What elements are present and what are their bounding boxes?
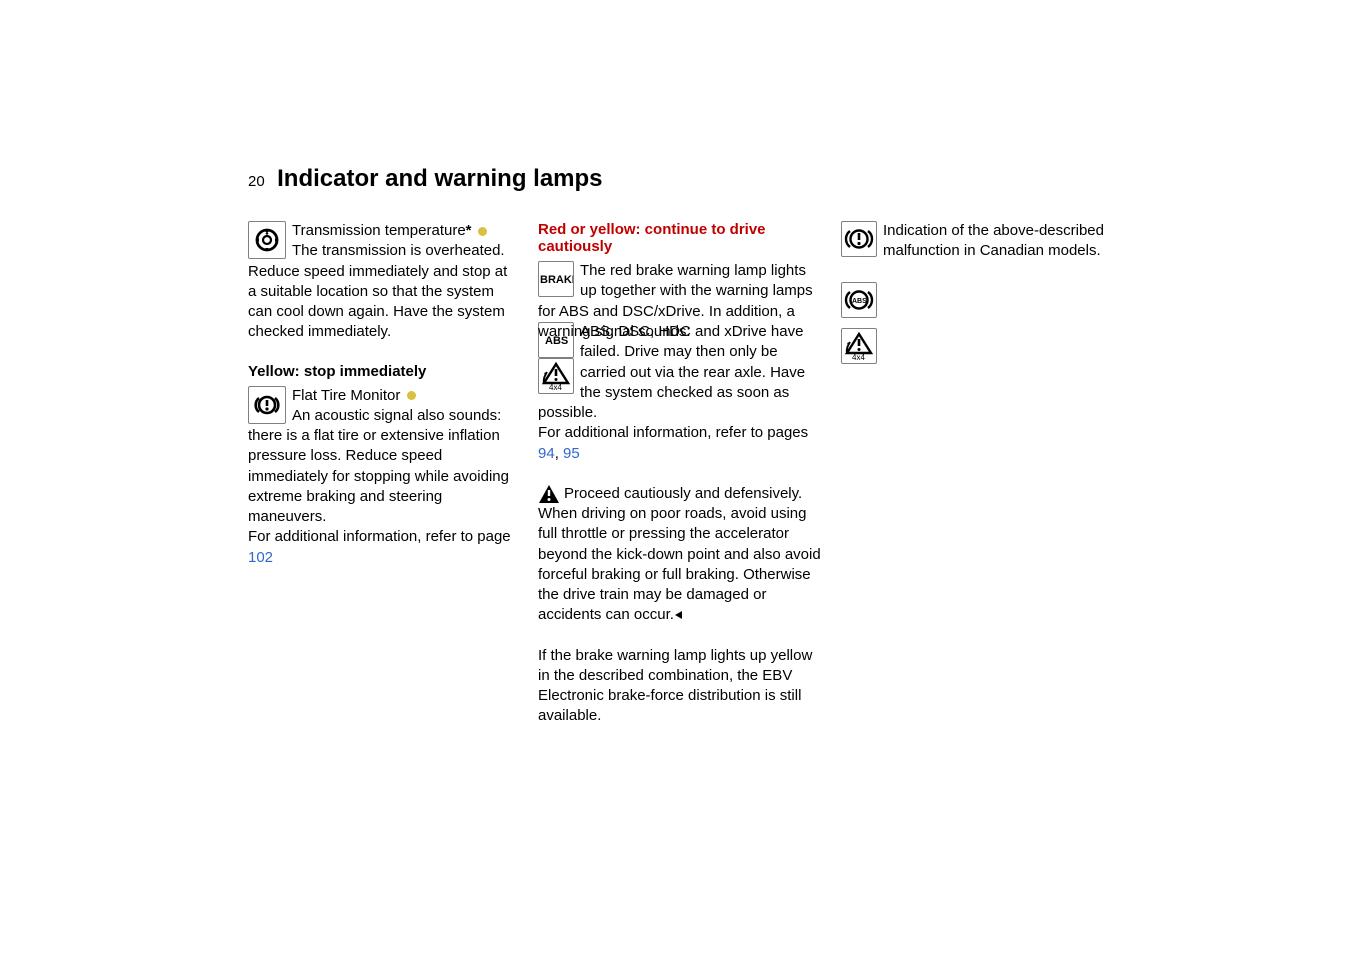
svg-text:ABS: ABS	[852, 298, 867, 305]
page-number: 20	[248, 173, 265, 190]
canadian-text: Indication of the above-described malfun…	[841, 221, 1121, 262]
brake-ref: For additional information, refer to pag…	[538, 423, 821, 464]
dot-yellow-icon	[407, 391, 416, 400]
column-2: Red or yellow: continue to drive cautiou…	[538, 221, 821, 747]
trans-temp-icon	[248, 221, 286, 259]
dot-yellow-icon	[478, 227, 487, 236]
trans-body: The transmission is overheated. Reduce s…	[248, 242, 507, 340]
end-marker-icon	[674, 610, 684, 620]
yellow-heading: Yellow: stop immediately	[248, 363, 518, 380]
ftm-line1: Flat Tire Monitor	[292, 387, 400, 404]
transmission-block: Transmission temperature* The transmissi…	[248, 221, 518, 343]
canadian-block: Indication of the above-described malfun…	[841, 221, 1121, 262]
svg-text:BRAKE: BRAKE	[540, 274, 573, 286]
brake-word-icon: BRAKE	[538, 261, 574, 297]
column-3: Indication of the above-described malfun…	[841, 221, 1121, 747]
caution-body: Proceed cautiously and defensively. When…	[538, 485, 821, 624]
canadian-icon-stack: ABS 4x4	[841, 282, 1121, 364]
trans-text: Transmission temperature* The transmissi…	[248, 221, 518, 343]
ftm-body: An acoustic signal also sounds: there is…	[248, 407, 509, 525]
page-header: 20 Indicator and warning lamps	[248, 165, 1351, 193]
ref-sep: ,	[555, 445, 563, 462]
abs-circle-icon: ABS	[841, 282, 877, 318]
page-ref-102[interactable]: 102	[248, 549, 273, 566]
4x4-triangle-icon: 4x4	[538, 358, 574, 394]
content-columns: Transmission temperature* The transmissi…	[248, 221, 1118, 747]
ftm-text: Flat Tire Monitor An acoustic signal als…	[248, 386, 518, 528]
ftm-block: Flat Tire Monitor An acoustic signal als…	[248, 386, 518, 568]
page-title: Indicator and warning lamps	[277, 165, 602, 193]
brake-body3: For additional information, refer to pag…	[538, 424, 808, 441]
trans-line1: Transmission temperature	[292, 222, 466, 239]
yellow-note: If the brake warning lamp lights up yell…	[538, 646, 821, 727]
brake-body2-wrap: ABS, DSC, HDC and xDrive have failed. Dr…	[538, 322, 821, 423]
red-heading: Red or yellow: continue to drive cautiou…	[538, 221, 821, 255]
svg-text:4x4: 4x4	[549, 383, 562, 391]
column-1: Transmission temperature* The transmissi…	[248, 221, 518, 747]
warning-triangle-icon	[538, 484, 560, 504]
4x4-triangle-icon: 4x4	[841, 328, 877, 364]
ftm-body2: For additional information, refer to pag…	[248, 528, 511, 545]
caution-block: Proceed cautiously and defensively. When…	[538, 484, 821, 626]
trans-star: *	[466, 222, 472, 239]
page-ref-95[interactable]: 95	[563, 445, 580, 462]
svg-text:4x4: 4x4	[852, 353, 865, 361]
page-ref-94[interactable]: 94	[538, 445, 555, 462]
brake-circle-icon	[841, 221, 877, 257]
ftm-ref: For additional information, refer to pag…	[248, 527, 518, 568]
brake-block: BRAKE The red brake warning lamp lights …	[538, 261, 821, 464]
flat-tire-icon	[248, 386, 286, 424]
